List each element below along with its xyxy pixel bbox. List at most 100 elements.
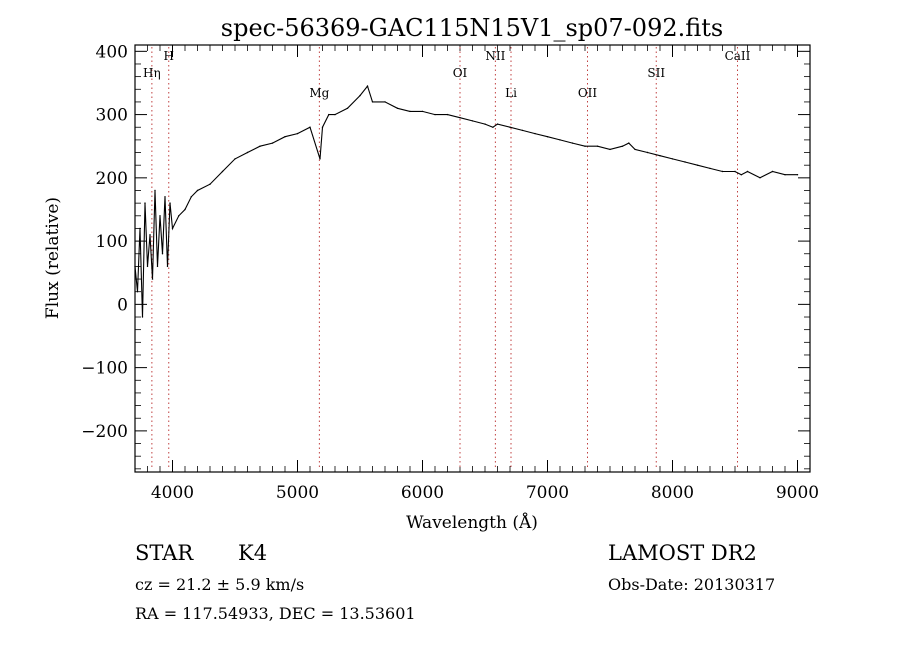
- spectrum-data-point: [146, 265, 149, 268]
- spectrum-data-point: [284, 136, 286, 138]
- spectrum-data-point: [321, 126, 324, 128]
- spectrum-data-point: [546, 136, 549, 138]
- spectral-line-label: Mg: [309, 86, 329, 100]
- spectrum-data-point: [521, 129, 524, 132]
- x-axis-label: Wavelength (Å): [406, 512, 538, 533]
- spectral-line-label: H: [164, 49, 174, 63]
- spectral-line-label: CaII: [725, 49, 751, 63]
- major-ticks: [135, 45, 810, 472]
- y-tick-label: 400: [96, 42, 128, 62]
- spectrum-data-point: [471, 120, 474, 122]
- chart-title: spec-56369-GAC115N15V1_sp07-092.fits: [221, 14, 723, 42]
- spectral-line-label: SII: [647, 66, 665, 80]
- spectrum-data-point: [190, 196, 192, 198]
- spectrum-data-point: [169, 202, 171, 204]
- cz-label: cz = 21.2 ± 5.9 km/s: [135, 575, 305, 594]
- spectrum-data-point: [171, 227, 174, 230]
- x-tick-label: 6000: [401, 483, 444, 503]
- spectrum-data-point: [154, 189, 156, 192]
- spectrum-data-point: [434, 113, 436, 116]
- series-group: [134, 84, 799, 318]
- spectrum-data-point: [139, 227, 141, 230]
- spectrum-data-point: [796, 174, 799, 176]
- spectrum-data-point: [166, 265, 169, 268]
- spectrum-data-point: [384, 101, 386, 103]
- spectrum-data-point: [684, 161, 686, 163]
- spectral-line-label: Li: [505, 86, 517, 100]
- spectrum-data-point: [784, 174, 786, 176]
- spectrum-data-point: [596, 145, 599, 147]
- y-tick-label: −200: [81, 422, 128, 442]
- spectrum-data-point: [136, 291, 139, 293]
- survey-label: LAMOST DR2: [608, 541, 757, 565]
- spectrum-series-line: [134, 84, 798, 318]
- spectrum-data-point: [234, 158, 236, 160]
- spectral-line-label: Hη: [143, 66, 161, 80]
- spectrum-data-point: [328, 113, 330, 116]
- spectrum-data-point: [571, 142, 574, 144]
- spectrum-data-point: [759, 177, 761, 179]
- coordinates-label: RA = 117.54933, DEC = 13.53601: [135, 604, 416, 623]
- spectrum-data-point: [721, 170, 724, 173]
- minor-ticks: [135, 45, 810, 472]
- spectrum-data-point: [446, 113, 449, 116]
- spectrum-data-point: [259, 145, 261, 147]
- x-tick-label: 4000: [151, 483, 194, 503]
- x-tick-label: 5000: [276, 483, 319, 503]
- spectrum-data-point: [734, 170, 736, 173]
- obs-date-label: Obs-Date: 20130317: [608, 575, 776, 594]
- spectrum-data-point: [584, 145, 586, 147]
- spectrum-data-point: [771, 170, 774, 173]
- spectrum-data-point: [409, 110, 411, 113]
- spectrum-data-point: [634, 148, 636, 151]
- spectrum-data-point: [221, 170, 224, 173]
- spectrum-data-point: [334, 113, 336, 116]
- spectrum-data-point: [134, 265, 136, 268]
- y-tick-labels: −200 −100 0 100 200 300 400: [81, 42, 128, 442]
- spectrum-data-point: [396, 107, 399, 110]
- spectrum-data-point: [534, 132, 536, 135]
- x-tick-label: 8000: [651, 483, 694, 503]
- x-tick-labels: 4000 5000 6000 7000 8000 9000: [151, 483, 819, 503]
- spectrum-data-point: [609, 148, 611, 151]
- spectrum-data-point: [628, 142, 630, 144]
- spectrum-data-point: [746, 170, 749, 173]
- spectrum-data-point: [459, 117, 461, 119]
- spectrum-data-point: [319, 158, 321, 160]
- spectrum-data-point: [492, 126, 494, 128]
- plot-frame: [134, 44, 811, 473]
- spectrum-data-point: [621, 145, 624, 147]
- spectrum-data-point: [359, 94, 361, 97]
- spectrum-data-point: [209, 183, 211, 185]
- spectrum-data-point: [184, 208, 186, 211]
- spectrum-data-point: [246, 151, 249, 154]
- spectrum-data-point: [144, 202, 146, 204]
- spectrum-data-point: [346, 107, 349, 110]
- spectrum-data-point: [161, 253, 164, 255]
- y-tick-label: 0: [117, 295, 128, 315]
- spectral-lines: HηH Mg OI NII Li OII SII CaII: [143, 47, 751, 470]
- spectrum-data-point: [296, 132, 299, 135]
- spectrum-data-point: [646, 151, 649, 154]
- spectrum-data-point: [559, 139, 561, 141]
- spectrum-data-point: [149, 234, 151, 236]
- y-tick-label: 300: [96, 106, 128, 126]
- spectral-line-label: NII: [485, 49, 505, 63]
- x-tick-label: 7000: [526, 483, 569, 503]
- spectrum-data-point: [696, 164, 699, 166]
- spectral-line-label: OII: [578, 86, 598, 100]
- object-class-label: STAR: [135, 541, 194, 565]
- spectrum-data-point: [156, 265, 159, 268]
- y-tick-label: 200: [96, 169, 128, 189]
- spectrum-data-point: [196, 189, 199, 192]
- spectrum-data-point: [271, 142, 274, 144]
- spectrum-data-point: [740, 174, 742, 176]
- spectrum-data-point: [151, 278, 154, 280]
- x-tick-label: 9000: [776, 483, 819, 503]
- spectrum-data-point: [709, 167, 711, 170]
- y-tick-label: −100: [81, 359, 128, 379]
- spectrum-data-point: [159, 215, 161, 217]
- subclass-label: K4: [238, 541, 268, 565]
- y-axis-label: Flux (relative): [43, 197, 63, 319]
